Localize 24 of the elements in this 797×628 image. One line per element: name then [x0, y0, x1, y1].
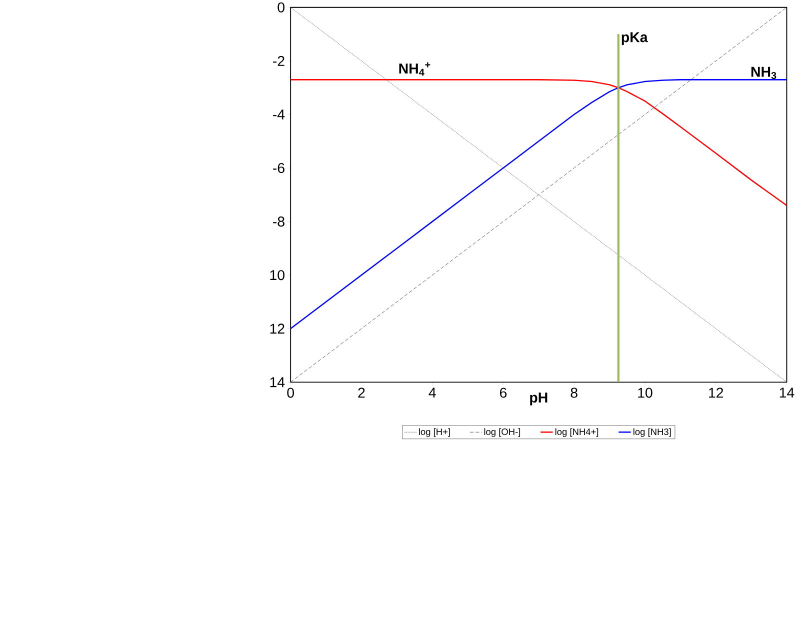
y-tick-label: 10: [270, 270, 284, 280]
y-tick-label: -2: [273, 56, 284, 66]
x-tick-label: 6: [500, 388, 507, 398]
x-tick-label: 0: [287, 388, 294, 398]
x-tick-label: 14: [780, 388, 794, 398]
annotation: NH$_{3}$: [751, 66, 776, 79]
x-tick-label: 2: [358, 388, 365, 398]
y-tick-label: 12: [270, 323, 284, 334]
y-tick-label: -4: [273, 109, 285, 120]
y-tick-label: 0: [278, 2, 284, 12]
annotation: NH$_{4}$+: [399, 62, 430, 76]
y-tick-label: -6: [273, 162, 284, 173]
x-tick-label: 8: [570, 388, 578, 398]
y-tick-label: 14: [270, 377, 285, 387]
x-axis-title: pH: [530, 392, 548, 406]
legend-label: log [H+]: [419, 428, 450, 437]
legend-label: log [NH4+]: [555, 428, 598, 437]
ref-line-label: pKa: [622, 32, 648, 45]
legend-label: log [OH-]: [484, 428, 520, 437]
y-tick-label: -8: [273, 216, 284, 226]
legend-label: log [NH3]: [633, 428, 671, 437]
x-tick-label: 4: [428, 388, 436, 398]
x-tick-label: 10: [638, 388, 652, 398]
x-tick-label: 12: [709, 388, 724, 398]
